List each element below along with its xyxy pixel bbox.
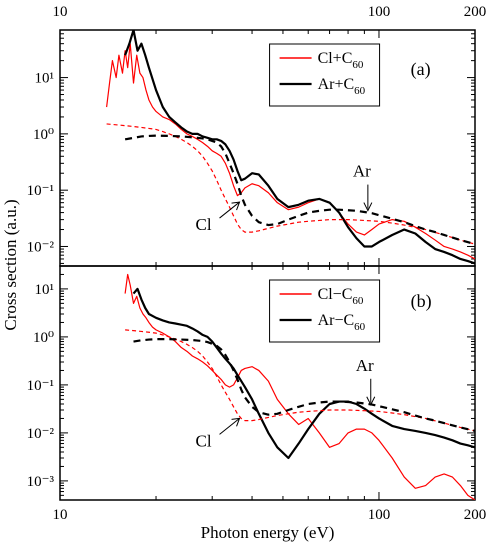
y-tick-label: 10⁻¹ — [27, 378, 54, 394]
x-tick-label-bottom: 10 — [53, 507, 68, 523]
y-tick-label: 10⁻² — [27, 426, 55, 442]
panel-label: (a) — [411, 59, 431, 80]
annotation-label-cl: Cl — [196, 431, 212, 450]
series-line-ar-c60 — [124, 30, 475, 265]
x-tick-label-bottom: 100 — [368, 507, 391, 523]
annotation-arrow — [219, 417, 240, 435]
x-tick-label-top: 10 — [53, 4, 68, 20]
annotation-arrowhead — [366, 396, 376, 406]
annotation-label-ar: Ar — [356, 356, 374, 375]
panel-label: (b) — [411, 291, 432, 312]
y-tick-label: 10¹ — [35, 71, 55, 87]
legend-box — [269, 43, 381, 107]
y-tick-label: 10⁻² — [27, 239, 55, 255]
y-axis-label: Cross section (a.u.) — [1, 199, 20, 330]
series-line-ar-atom — [124, 134, 475, 246]
x-tick-label-top: 100 — [368, 4, 391, 20]
annotation-arrowhead — [231, 201, 241, 211]
series-line-cl-atom — [125, 329, 475, 432]
annotation-arrowhead — [363, 202, 373, 212]
x-axis-label: Photon energy (eV) — [201, 523, 335, 542]
legend-box — [269, 279, 381, 343]
legend-entry: Cl+C60 — [318, 50, 364, 71]
panel-a: 10⁻² 10⁻¹ 10⁰ 10¹ Cl+C60 Ar+C60 (a) Ar Cl — [27, 29, 476, 267]
plot-frame — [59, 265, 476, 501]
legend-entry: Cl−C60 — [318, 286, 364, 307]
legend-entry: Ar−C60 — [318, 312, 366, 333]
series-line-ar-c60 — [132, 287, 475, 460]
series-group — [124, 273, 475, 500]
annotation-label-ar: Ar — [353, 162, 371, 181]
series-line-cl-atom — [106, 123, 475, 245]
series-line-ar-atom — [133, 338, 475, 432]
series-line-cl-c60 — [124, 273, 475, 500]
y-tick-label: 10⁻³ — [27, 474, 55, 490]
series-line-cl-c60 — [106, 43, 475, 260]
annotation-label-cl: Cl — [196, 215, 212, 234]
panel-b: 10⁻³ 10⁻² 10⁻¹ 10⁰ 10¹ Cl−C60 Ar−C60 (b) Ar Cl — [27, 265, 476, 501]
x-tick-label-bottom: 200 — [464, 507, 487, 523]
annotation-arrow — [219, 201, 240, 219]
annotation-arrowhead — [231, 417, 241, 427]
legend-entry: Ar+C60 — [318, 76, 366, 97]
y-tick-label: 10⁰ — [33, 127, 54, 143]
y-tick-label: 10⁻¹ — [27, 183, 54, 199]
series-group — [106, 30, 475, 265]
y-tick-label: 10¹ — [35, 282, 55, 298]
y-tick-label: 10⁰ — [33, 330, 54, 346]
x-tick-label-top: 200 — [464, 4, 487, 20]
